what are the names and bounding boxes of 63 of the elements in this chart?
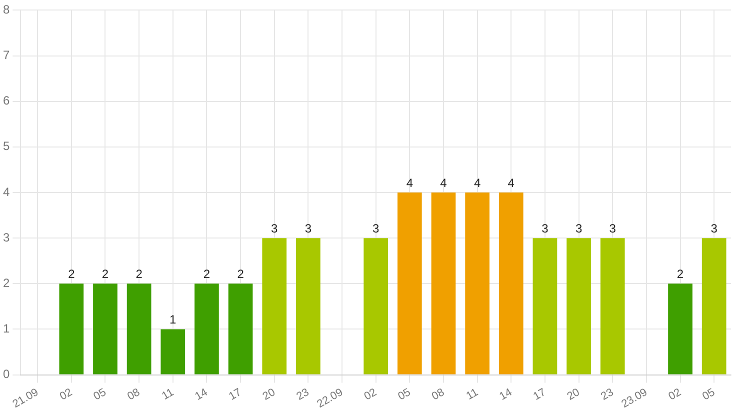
y-tick-label: 1 <box>2 322 10 336</box>
x-tick-label: 05 <box>92 386 108 403</box>
y-tick-label: 4 <box>2 184 10 199</box>
bar <box>668 284 692 374</box>
y-tick-label: 7 <box>2 48 10 62</box>
bar <box>364 238 388 374</box>
x-tick-label: 11 <box>160 386 176 402</box>
x-tick-label: 14 <box>498 386 514 403</box>
data-label: 3 <box>542 221 549 236</box>
data-label: 4 <box>406 176 414 190</box>
bar <box>93 284 118 374</box>
x-tick-label: 20 <box>260 386 278 403</box>
x-tick-label: 02 <box>58 386 74 403</box>
bar <box>532 238 558 374</box>
data-label: 4 <box>440 176 448 190</box>
bar <box>397 192 422 374</box>
bar <box>498 192 524 374</box>
x-tick-label: 17 <box>226 386 244 403</box>
x-tick-label: 05 <box>396 386 413 403</box>
data-label: 2 <box>237 266 244 281</box>
x-tick-label: 08 <box>430 386 447 403</box>
bar <box>296 238 320 374</box>
x-tick-label: 20 <box>565 386 582 403</box>
x-tick-label: 08 <box>125 386 142 403</box>
data-label: 2 <box>102 266 109 281</box>
bar <box>702 238 726 374</box>
data-label: 2 <box>676 266 684 281</box>
y-tick-label: 0 <box>2 367 10 382</box>
bar <box>194 284 219 374</box>
data-label: 4 <box>474 176 481 190</box>
data-label: 3 <box>304 221 312 236</box>
bar <box>59 284 84 374</box>
data-label: 2 <box>136 266 143 281</box>
y-tick-label: 3 <box>2 230 10 244</box>
data-label: 4 <box>508 176 515 190</box>
data-label: 3 <box>575 221 582 236</box>
data-label: 3 <box>710 221 718 236</box>
bar <box>566 238 591 374</box>
bar <box>431 192 456 374</box>
bar <box>262 238 287 374</box>
x-tick-label: 23 <box>294 386 312 403</box>
data-label: 3 <box>271 221 278 236</box>
data-label: 1 <box>170 312 177 327</box>
x-tick-label: 02 <box>666 386 684 403</box>
y-tick-label: 6 <box>2 94 10 108</box>
y-tick-label: 5 <box>2 139 10 154</box>
x-tick-label: 17 <box>531 386 548 403</box>
bar <box>228 284 253 374</box>
bar <box>160 329 186 374</box>
bar <box>600 238 625 374</box>
data-label: 2 <box>68 266 76 281</box>
x-tick-label: 11 <box>464 386 480 402</box>
bar <box>126 284 152 374</box>
data-label: 2 <box>203 266 210 281</box>
x-tick-label: 02 <box>362 386 379 403</box>
x-tick-label: 14 <box>193 386 210 403</box>
y-tick-label: 2 <box>2 276 10 290</box>
data-label: 3 <box>609 221 616 236</box>
x-tick-label: 05 <box>700 386 718 403</box>
y-tick-label: 8 <box>2 2 10 17</box>
data-label: 3 <box>372 221 380 236</box>
bar <box>465 192 490 374</box>
x-tick-label: 23 <box>599 386 616 403</box>
